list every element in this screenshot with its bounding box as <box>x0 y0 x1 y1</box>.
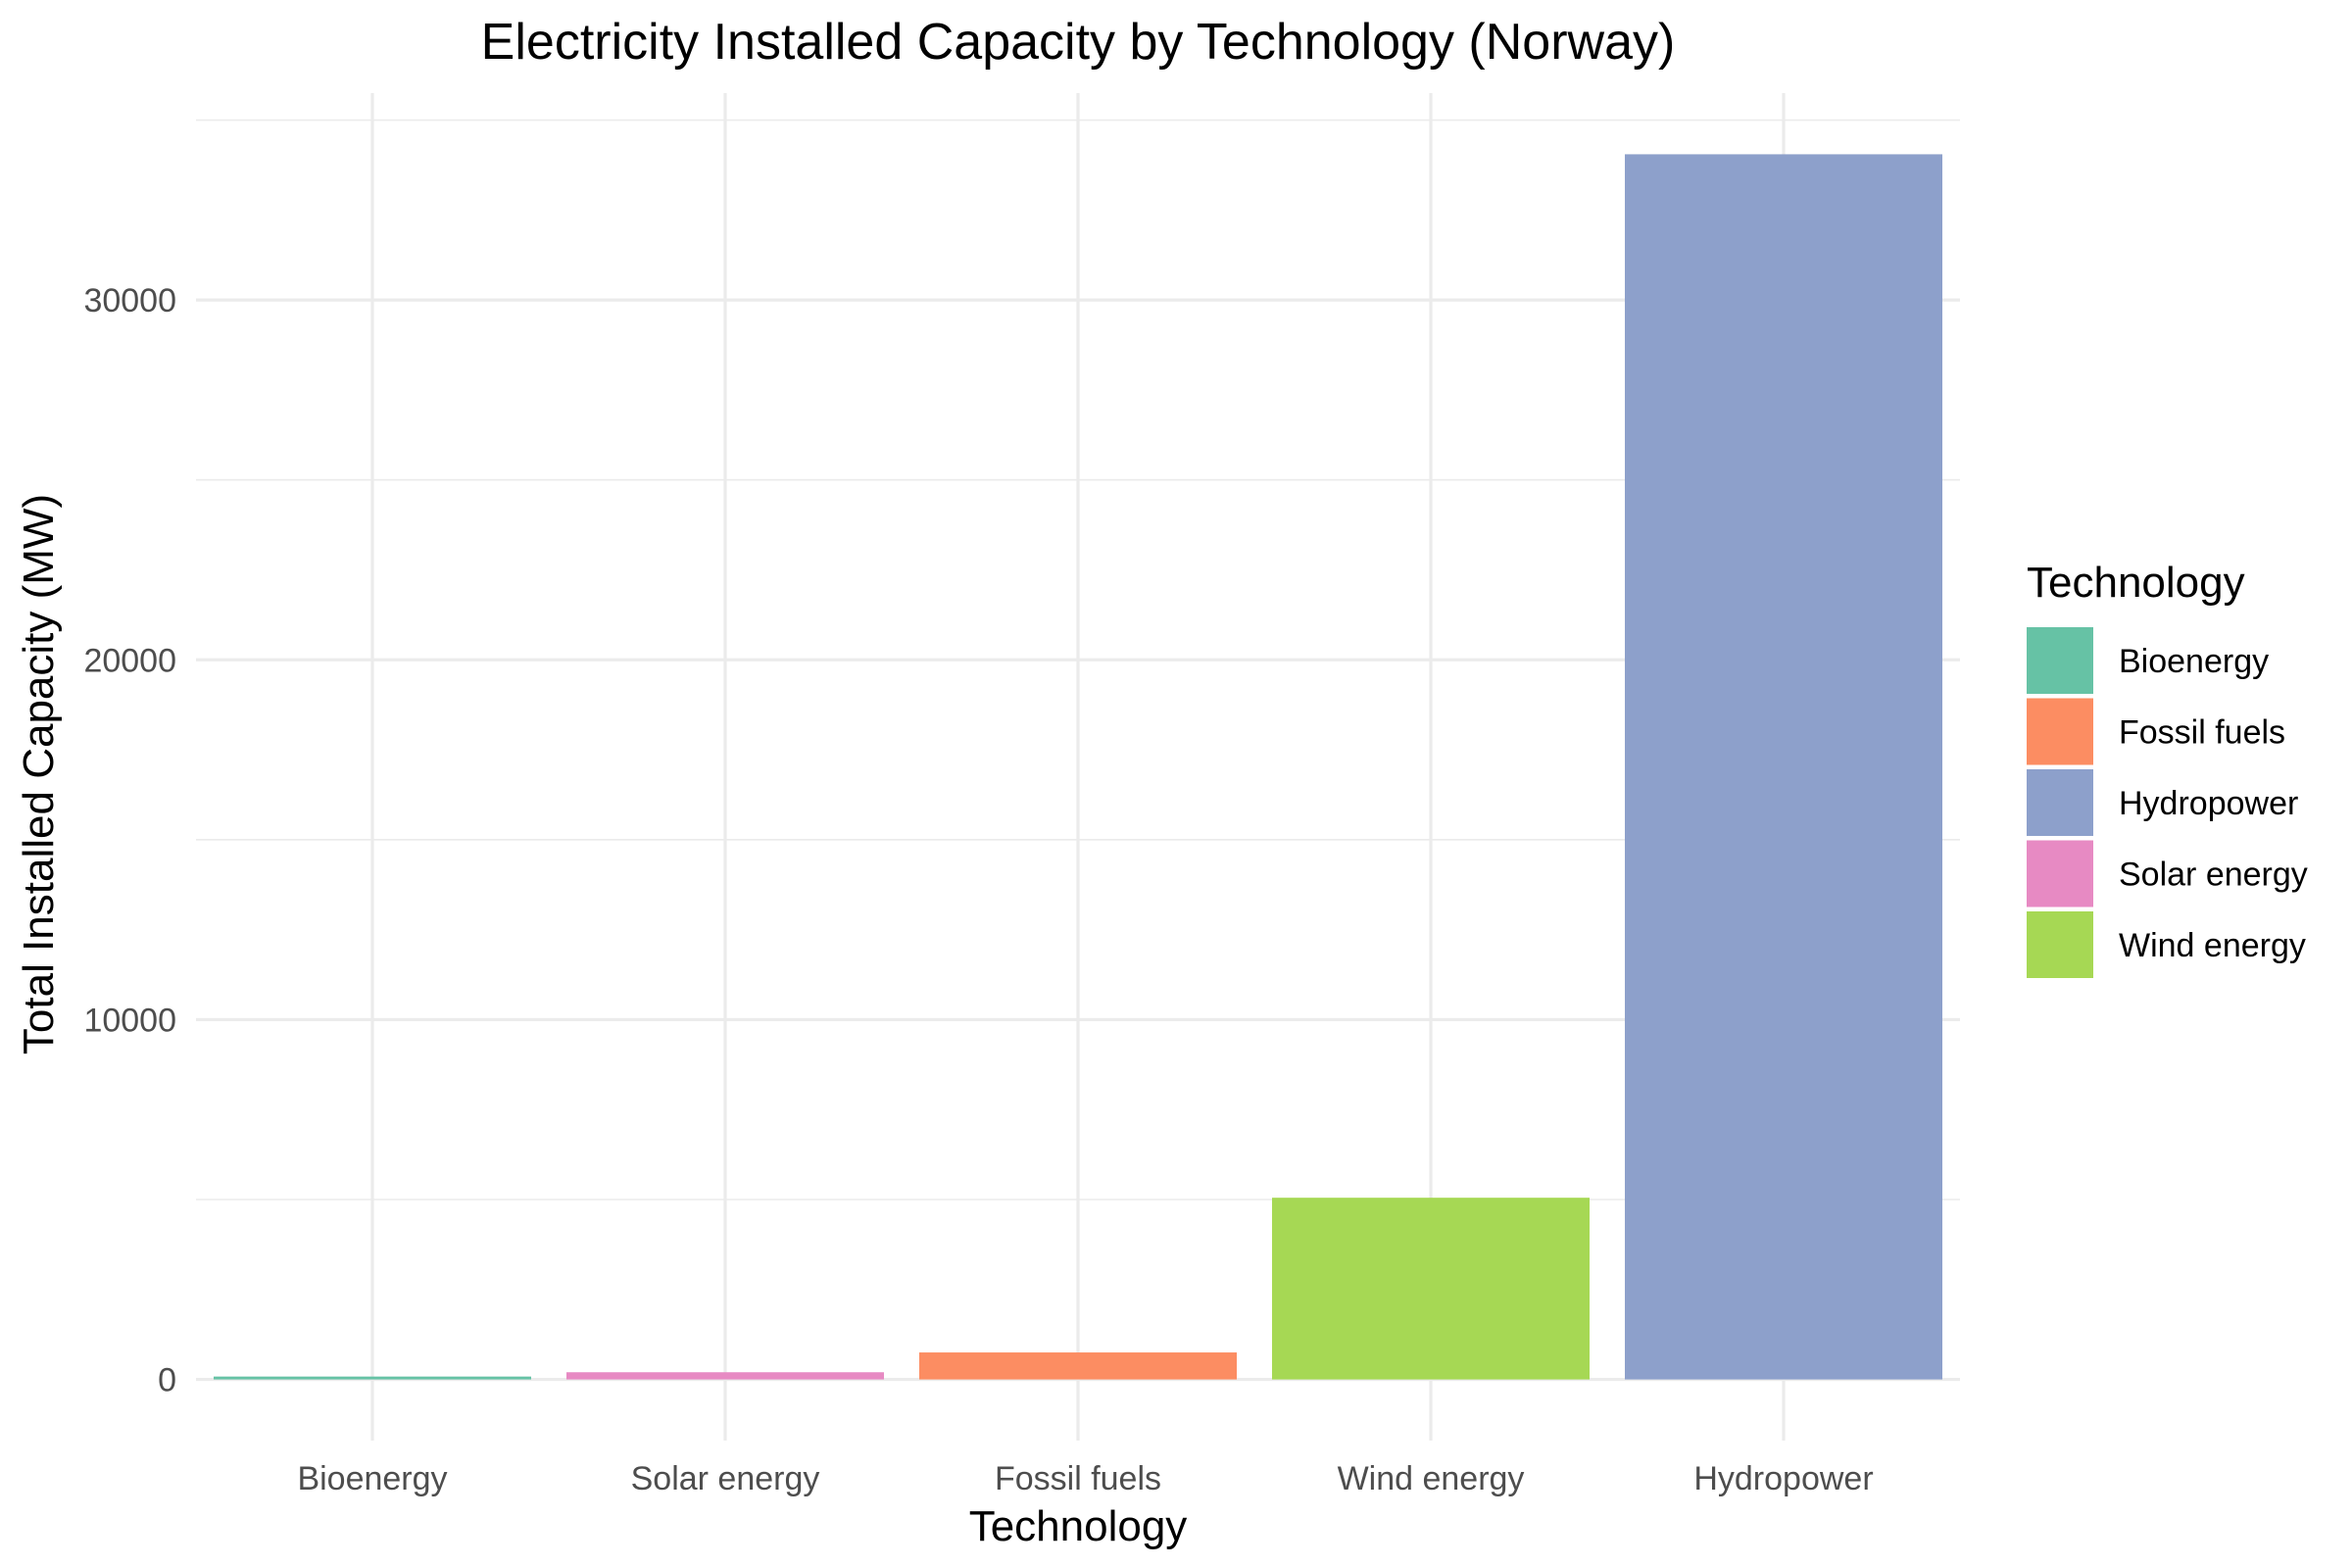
bar-wind-energy <box>1272 1198 1590 1380</box>
x-axis-title: Technology <box>969 1502 1188 1550</box>
bar-hydropower <box>1625 154 1942 1380</box>
x-axis-ticks: Bioenergy Solar energy Fossil fuels Wind en… <box>297 1460 1873 1497</box>
x-tick-label: Solar energy <box>631 1460 820 1497</box>
y-axis-title: Total Installed Capacity (MW) <box>15 494 63 1054</box>
y-tick-label: 30000 <box>83 282 176 319</box>
legend-key-solar-energy <box>2027 840 2093 907</box>
x-tick-label: Hydropower <box>1693 1460 1873 1497</box>
y-tick-label: 0 <box>158 1362 176 1399</box>
bar-fossil-fuels <box>919 1352 1237 1380</box>
legend-label-solar-energy: Solar energy <box>2119 857 2308 894</box>
x-tick-label: Wind energy <box>1338 1460 1525 1497</box>
y-tick-label: 20000 <box>83 642 176 679</box>
y-tick-label: 10000 <box>83 1002 176 1039</box>
y-axis-ticks: 0 10000 20000 30000 <box>83 282 176 1398</box>
legend-key-hydropower <box>2027 769 2093 836</box>
bar-bioenergy <box>214 1376 531 1380</box>
bars <box>214 154 1942 1380</box>
chart-title: Electricity Installed Capacity by Techno… <box>481 14 1676 71</box>
x-tick-label: Fossil fuels <box>995 1460 1161 1497</box>
legend-label-wind-energy: Wind energy <box>2119 927 2306 964</box>
legend-label-hydropower: Hydropower <box>2119 785 2298 822</box>
legend-key-wind-energy <box>2027 911 2093 978</box>
x-tick-label: Bioenergy <box>297 1460 447 1497</box>
legend-key-fossil-fuels <box>2027 698 2093 765</box>
legend-title: Technology <box>2027 559 2245 607</box>
legend: Technology Bioenergy Fossil fuels Hydropow… <box>2027 559 2308 978</box>
legend-label-bioenergy: Bioenergy <box>2119 643 2269 680</box>
bar-solar-energy <box>566 1372 884 1380</box>
legend-label-fossil-fuels: Fossil fuels <box>2119 714 2285 752</box>
legend-key-bioenergy <box>2027 627 2093 694</box>
